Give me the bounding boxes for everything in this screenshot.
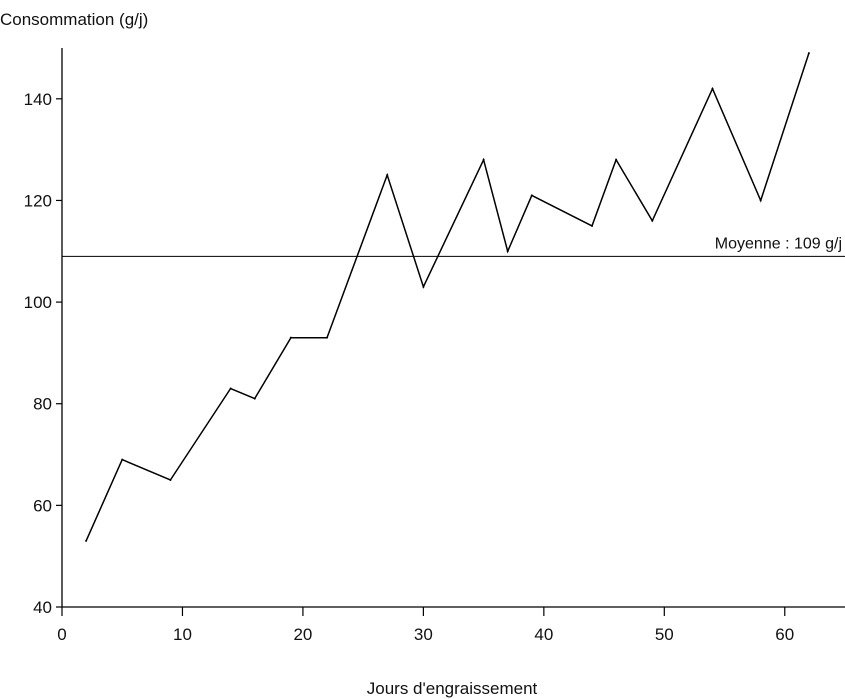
data-point — [121, 458, 124, 461]
data-point — [422, 285, 425, 288]
x-ticks: 0 10 20 30 40 50 60 — [57, 607, 794, 644]
data-point — [759, 199, 762, 202]
x-tick-label: 50 — [655, 625, 674, 644]
y-tick-label: 140 — [24, 90, 52, 109]
data-point — [651, 219, 654, 222]
x-axis-title: Jours d'engraissement — [367, 679, 538, 698]
data-point — [506, 250, 509, 253]
x-tick-label: 10 — [173, 625, 192, 644]
data-point — [615, 158, 618, 161]
x-tick-label: 60 — [775, 625, 794, 644]
y-tick-label: 100 — [24, 293, 52, 312]
y-ticks: 40 60 80 100 120 140 — [24, 90, 62, 617]
data-point — [386, 174, 389, 177]
mean-reference-label: Moyenne : 109 g/j — [715, 235, 842, 252]
y-tick-label: 80 — [33, 395, 52, 414]
data-point — [591, 224, 594, 227]
mean-reference-line-group: Moyenne : 109 g/j — [62, 235, 845, 257]
y-tick-label: 60 — [33, 496, 52, 515]
x-tick-label: 0 — [57, 625, 66, 644]
x-tick-label: 40 — [534, 625, 553, 644]
data-point — [711, 87, 714, 90]
series-group — [85, 52, 810, 542]
data-point — [530, 194, 533, 197]
y-axis-title: Consommation (g/j) — [0, 10, 148, 29]
y-tick-label: 40 — [33, 598, 52, 617]
data-point — [326, 336, 329, 339]
y-tick-label: 120 — [24, 191, 52, 210]
data-point — [807, 52, 810, 55]
data-point — [85, 539, 88, 542]
data-point — [482, 158, 485, 161]
data-point — [289, 336, 292, 339]
data-point — [229, 387, 232, 390]
x-tick-label: 20 — [293, 625, 312, 644]
data-point — [253, 397, 256, 400]
series-line — [85, 52, 810, 542]
data-point — [169, 478, 172, 481]
x-tick-label: 30 — [414, 625, 433, 644]
axes — [61, 48, 845, 608]
